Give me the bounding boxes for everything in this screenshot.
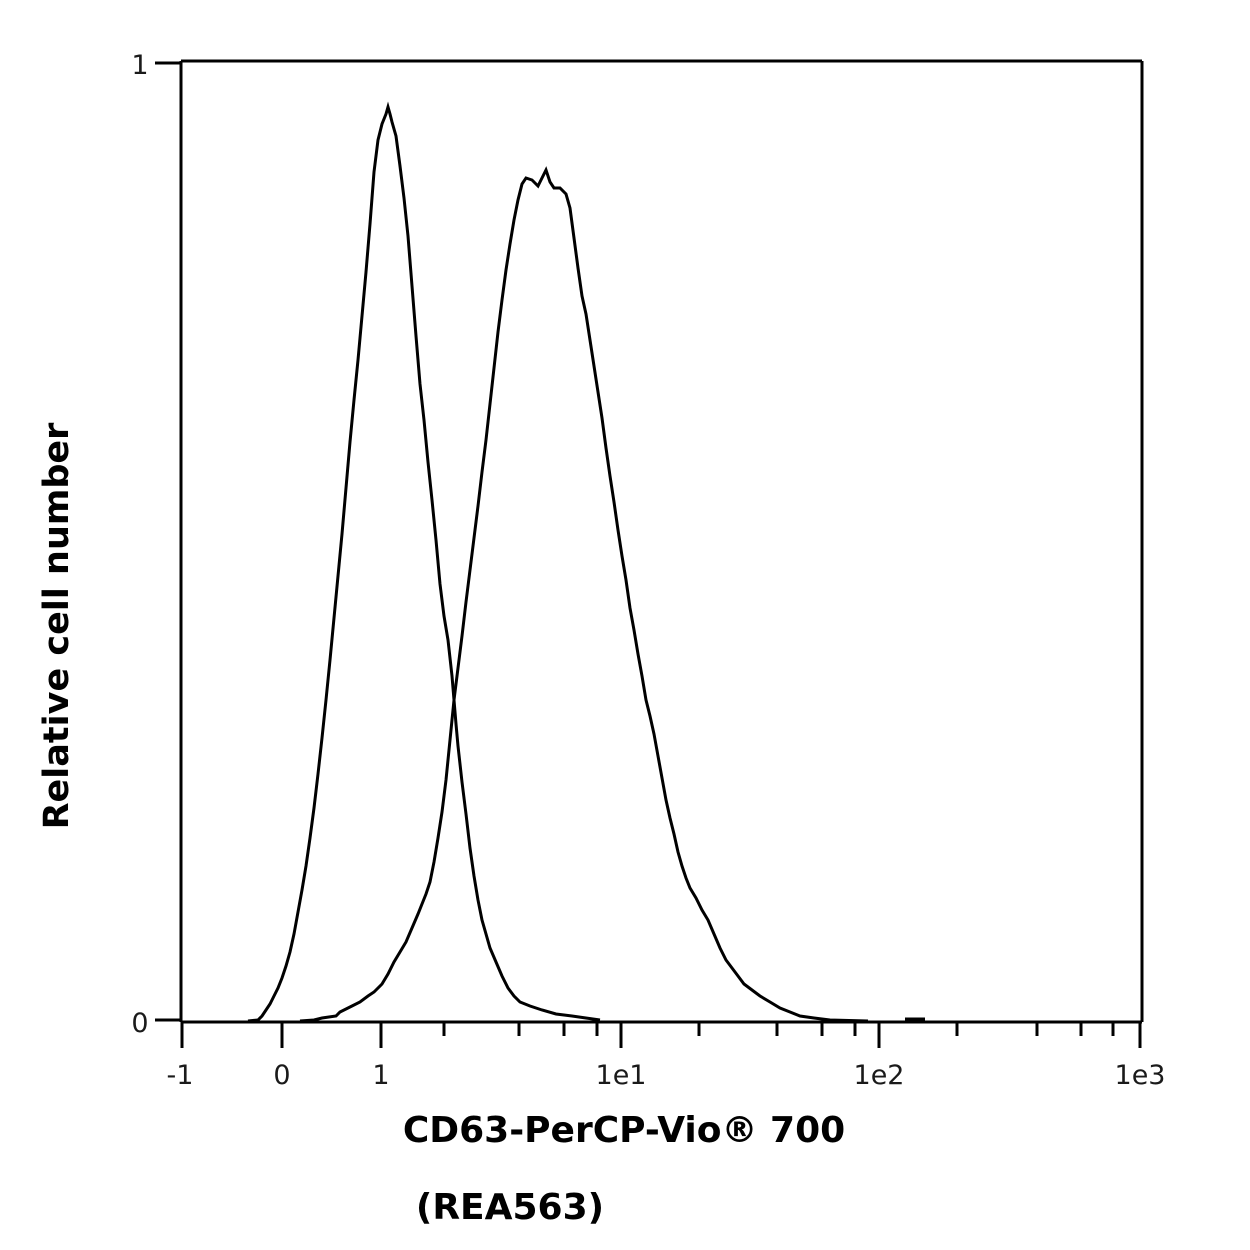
x-tick-label: 0 [273, 1060, 290, 1091]
x-axis-subtitle: (REA563) [416, 1187, 604, 1228]
stained-histogram-curve [299, 166, 869, 1023]
x-tick-label: 1e1 [596, 1060, 647, 1091]
x-axis-title: CD63-PerCP-Vio® 700 [403, 1110, 845, 1151]
x-tick-label: 1e3 [1115, 1060, 1166, 1091]
x-tick-label: -1 [167, 1060, 194, 1091]
y-axis-title: Relative cell number [37, 422, 77, 830]
x-tick-label: 1 [372, 1060, 389, 1091]
x-tick-label: 1e2 [854, 1060, 905, 1091]
plot-frame [179, 59, 1144, 1024]
control-histogram-curve [247, 101, 601, 1023]
y-tick-label-1: 1 [131, 50, 148, 81]
x-tick-labels: -1 0 1 1e1 1e2 1e3 [167, 1060, 1166, 1091]
y-axis: 1 0 [131, 50, 181, 1039]
x-axis [180, 1022, 1142, 1048]
y-tick-label-0: 0 [131, 1008, 148, 1039]
